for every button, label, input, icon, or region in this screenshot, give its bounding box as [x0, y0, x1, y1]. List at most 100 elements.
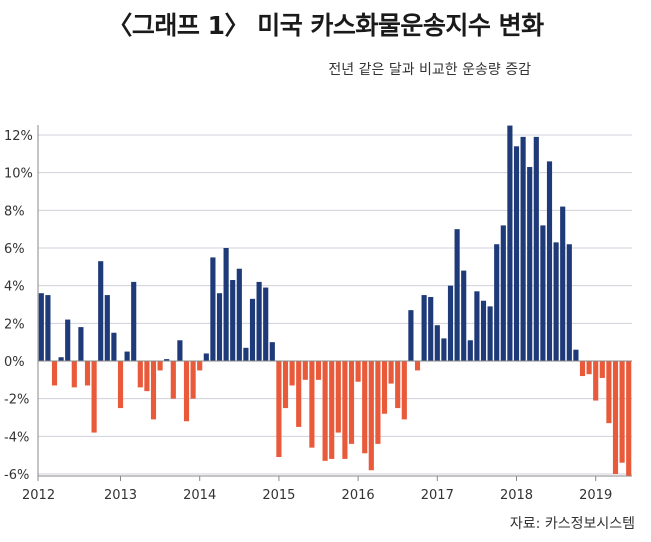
bar [408, 310, 414, 361]
bar [38, 293, 44, 361]
bar [203, 353, 209, 361]
y-tick-label: -2% [4, 393, 29, 408]
bar [58, 357, 64, 361]
bar [302, 361, 308, 380]
bar [183, 361, 190, 422]
x-tick-label: 2014 [183, 488, 216, 503]
bar-layer [38, 125, 632, 476]
axis-layer: -6% -4% -2% 0% 2% 4% 6% 8% 10% 12% 2012 2013 2014 201… [4, 125, 632, 503]
bar [566, 244, 572, 361]
bar [111, 332, 117, 361]
bar [98, 261, 104, 361]
bar [434, 325, 440, 361]
bar [71, 361, 77, 388]
y-tick-label: -4% [4, 430, 29, 445]
bar [368, 361, 374, 471]
y-tick-label: 8% [4, 204, 25, 219]
bar [230, 280, 236, 361]
bar [342, 361, 348, 459]
bar [447, 285, 454, 361]
bar [144, 361, 150, 392]
bar [599, 361, 605, 378]
bar [243, 347, 249, 361]
bar [137, 361, 143, 388]
bar [269, 342, 275, 361]
bar [579, 361, 586, 377]
bar [335, 361, 341, 433]
bar [414, 361, 421, 371]
bar [606, 361, 612, 424]
source-note: 자료: 카스정보시스템 [509, 516, 635, 532]
bar [527, 167, 533, 361]
y-tick-label: 0% [4, 355, 25, 370]
bar [322, 361, 328, 461]
bar [626, 361, 632, 476]
bar [236, 268, 242, 361]
bar [177, 340, 183, 361]
bar [296, 361, 302, 427]
x-tick-label: 2016 [342, 488, 375, 503]
bar [51, 361, 58, 386]
x-tick-label: 2018 [500, 488, 533, 503]
grid-layer [38, 134, 632, 475]
bar [507, 125, 513, 361]
bar [263, 287, 269, 361]
y-tick-label: 12% [4, 129, 33, 144]
bar [223, 248, 229, 361]
bar [586, 361, 592, 375]
chart-title: 〈그래프 1〉 미국 카스화물운송지수 변화 [107, 11, 544, 40]
bar [197, 361, 203, 371]
x-tick-label: 2013 [104, 488, 137, 503]
x-tick-label: 2017 [421, 488, 454, 503]
bar [256, 281, 262, 361]
bar [494, 244, 500, 361]
y-tick-label: 10% [4, 167, 33, 182]
bar [474, 291, 480, 361]
bar [157, 361, 163, 371]
bar [124, 351, 130, 361]
bar [150, 361, 157, 420]
x-tick-label: 2015 [262, 488, 295, 503]
bar [282, 361, 289, 409]
bar [573, 349, 579, 361]
bar [428, 296, 434, 361]
bar [276, 361, 282, 458]
bar [381, 361, 388, 414]
y-tick-label: 4% [4, 280, 25, 295]
bar [467, 340, 473, 361]
bar [513, 146, 520, 361]
x-tick-label: 2012 [22, 488, 55, 503]
bar [348, 361, 355, 444]
bar [355, 361, 361, 382]
bar [487, 306, 493, 361]
bar [533, 136, 539, 361]
bar [45, 295, 51, 361]
bar [500, 225, 506, 361]
bar [84, 361, 91, 386]
bar [395, 361, 401, 409]
bar [375, 361, 381, 444]
bar [362, 361, 368, 454]
bar [560, 206, 566, 361]
bar [65, 319, 71, 361]
y-tick-label: 2% [4, 317, 25, 332]
bar [78, 327, 84, 361]
bar [593, 361, 599, 401]
bar [540, 225, 546, 361]
bar [289, 361, 295, 386]
bar [117, 361, 124, 409]
chart-subtitle: 전년 같은 달과 비교한 운송량 증감 [328, 62, 531, 78]
bar [480, 300, 487, 361]
bar [553, 242, 559, 361]
bar [216, 293, 223, 361]
bar [190, 361, 196, 399]
bar [164, 359, 170, 361]
bar [170, 361, 176, 399]
bar [91, 361, 97, 433]
bar [454, 229, 460, 361]
bar [401, 361, 407, 420]
bar [441, 338, 447, 361]
bar [546, 161, 553, 361]
bar [520, 136, 526, 361]
